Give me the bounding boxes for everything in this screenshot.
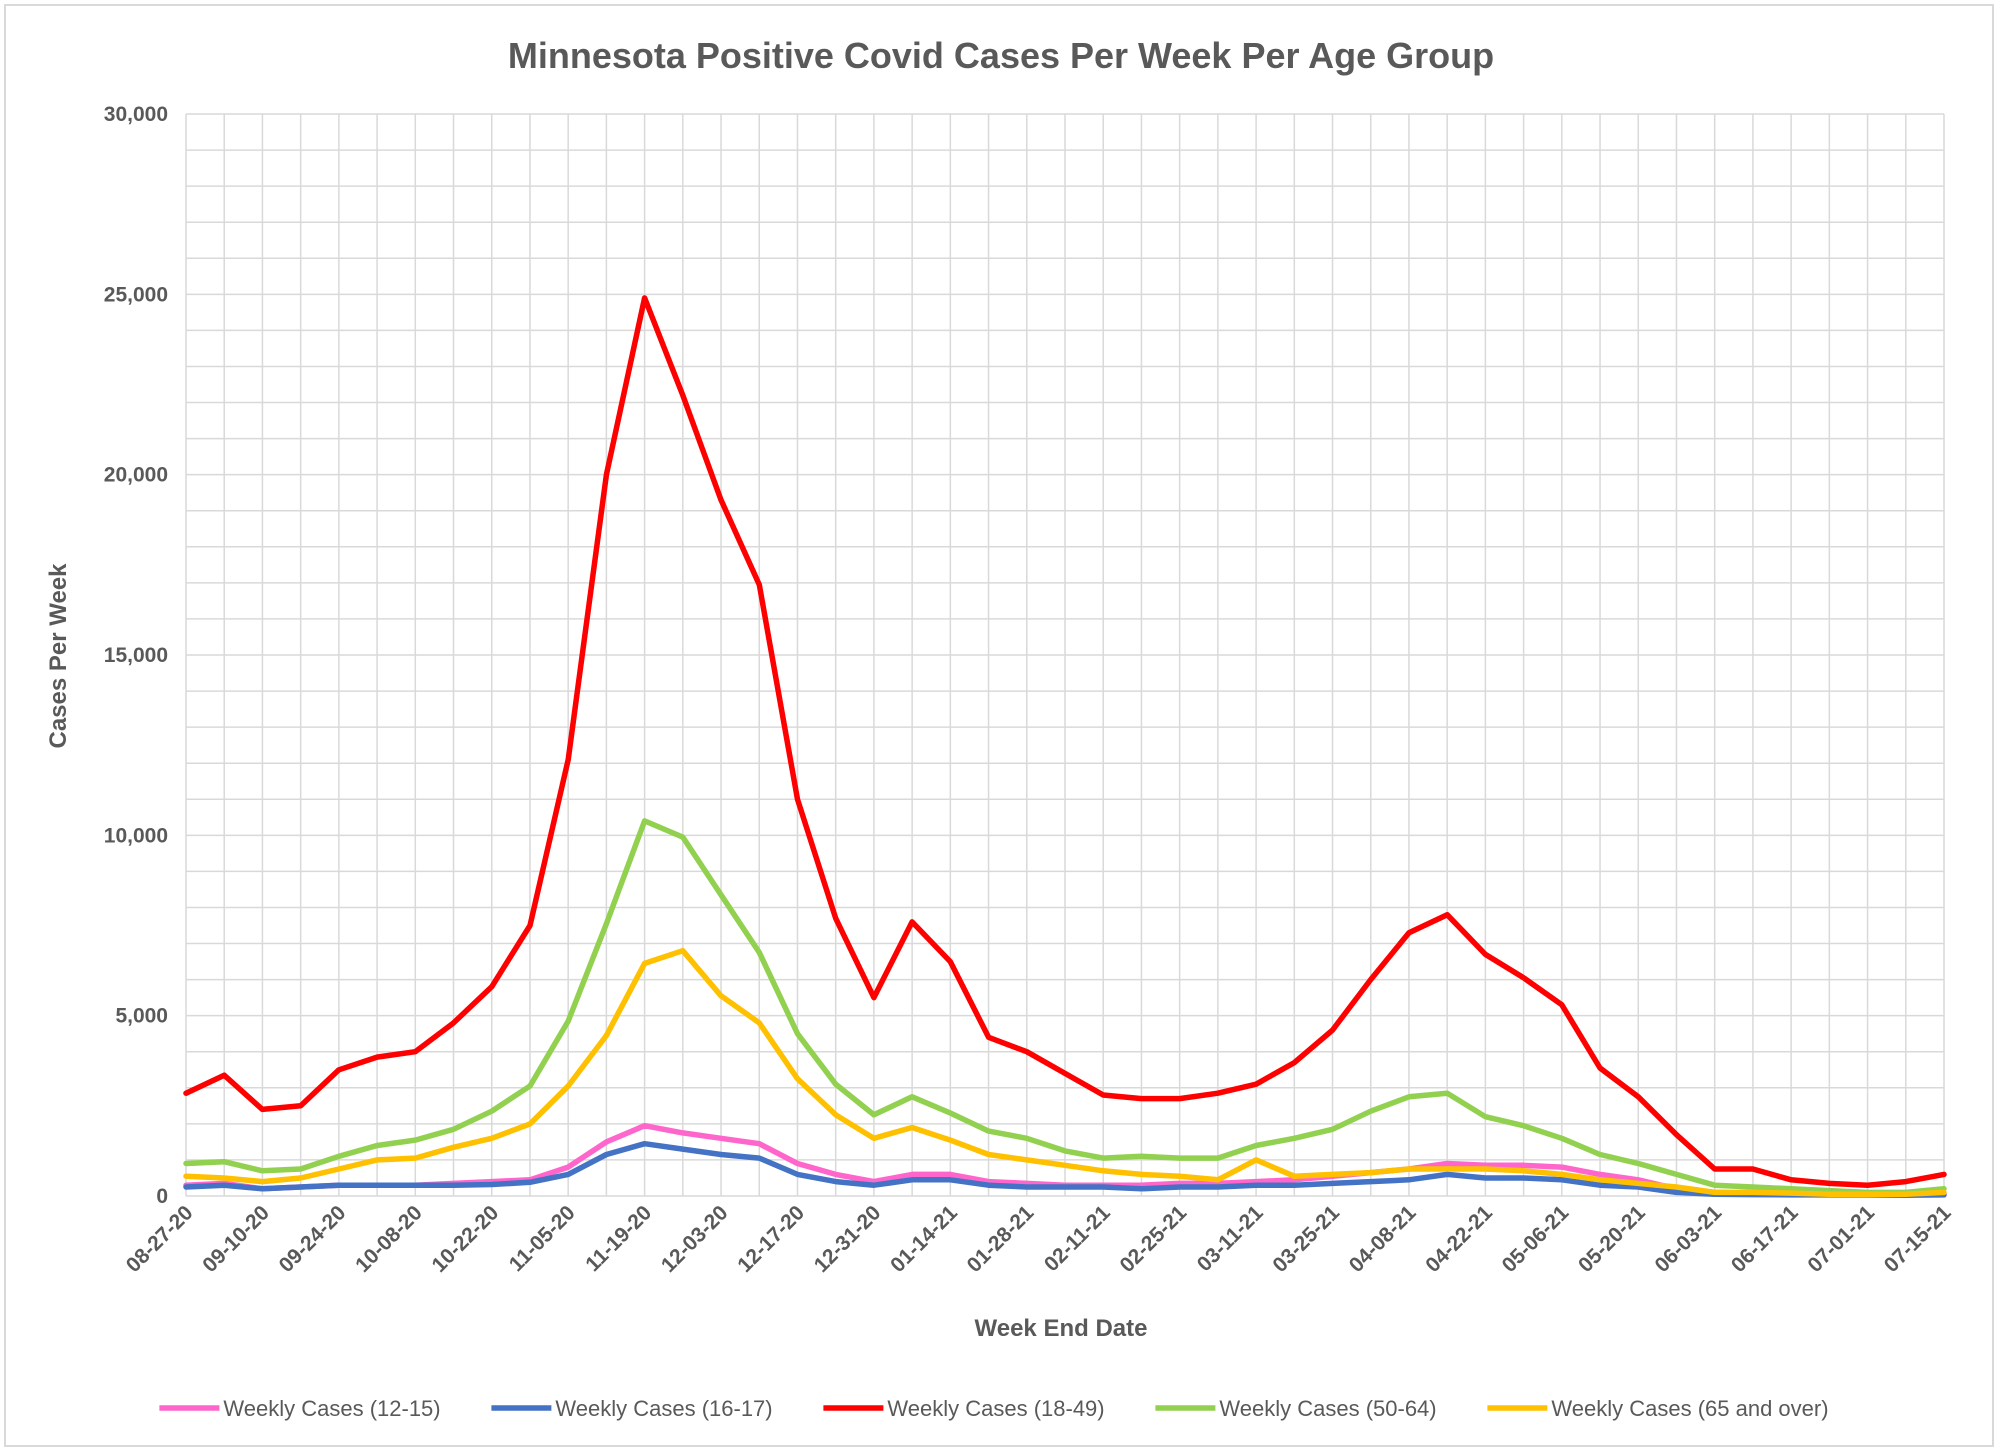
x-tick-label: 05-20-21 <box>1574 1201 1650 1277</box>
x-tick-label: 05-06-21 <box>1498 1201 1574 1277</box>
x-tick-label: 01-14-21 <box>886 1201 962 1277</box>
chart-frame: Minnesota Positive Covid Cases Per Week … <box>4 4 1994 1447</box>
legend-label: Weekly Cases (16-17) <box>555 1396 772 1421</box>
x-tick-label: 02-25-21 <box>1115 1201 1191 1277</box>
x-tick-label: 06-03-21 <box>1651 1201 1727 1277</box>
legend-entry: Weekly Cases (65 and over) <box>1487 1396 1829 1421</box>
y-axis-title: Cases Per Week <box>45 563 72 749</box>
legend: Weekly Cases (12-15) Weekly Cases (16-17)… <box>159 1396 1829 1421</box>
y-axis-ticks: 0 5,000 10,000 15,000 20,000 25,000 30,000 <box>104 103 168 1208</box>
legend-label: Weekly Cases (50-64) <box>1219 1396 1436 1421</box>
x-tick-label: 10-22-20 <box>428 1201 504 1277</box>
y-tick-label: 20,000 <box>104 464 168 487</box>
x-tick-label: 11-05-20 <box>505 1201 580 1276</box>
x-tick-label: 04-22-21 <box>1421 1201 1497 1277</box>
y-tick-label: 30,000 <box>104 103 168 126</box>
y-tick-label: 0 <box>156 1185 168 1208</box>
x-tick-label: 09-10-20 <box>198 1201 274 1277</box>
y-tick-label: 5,000 <box>115 1005 168 1028</box>
legend-entry: Weekly Cases (18-49) <box>823 1396 1105 1421</box>
y-tick-label: 10,000 <box>104 824 168 847</box>
legend-label: Weekly Cases (18-49) <box>887 1396 1104 1421</box>
chart-title: Minnesota Positive Covid Cases Per Week … <box>508 35 1494 76</box>
x-tick-label: 06-17-21 <box>1727 1201 1803 1277</box>
x-tick-label: 09-24-20 <box>275 1201 351 1277</box>
legend-entry: Weekly Cases (50-64) <box>1155 1396 1437 1421</box>
x-axis-title: Week End Date <box>975 1315 1148 1342</box>
x-tick-label: 12-03-20 <box>657 1201 733 1277</box>
series-line <box>183 1140 1947 1199</box>
x-tick-label: 07-15-21 <box>1880 1201 1956 1277</box>
series-line <box>183 295 1947 1188</box>
x-tick-label: 02-11-21 <box>1040 1201 1115 1276</box>
legend-label: Weekly Cases (12-15) <box>223 1396 440 1421</box>
x-tick-label: 12-31-20 <box>810 1201 886 1277</box>
x-tick-label: 03-11-21 <box>1193 1201 1268 1276</box>
legend-entry: Weekly Cases (12-15) <box>159 1396 441 1421</box>
series-line <box>183 818 1947 1196</box>
grid-layer <box>185 113 1945 1197</box>
x-tick-label: 12-17-20 <box>733 1201 809 1277</box>
x-axis-ticks: 08-27-20 09-10-20 09-24-20 10-08-20 10-22-20… <box>122 1201 1956 1277</box>
x-tick-label: 04-08-21 <box>1345 1201 1421 1277</box>
x-tick-label: 11-19-20 <box>581 1201 656 1276</box>
x-tick-label: 08-27-20 <box>122 1201 198 1277</box>
line-chart: Minnesota Positive Covid Cases Per Week … <box>45 35 1956 1421</box>
legend-entry: Weekly Cases (16-17) <box>491 1396 773 1421</box>
x-tick-label: 01-28-21 <box>963 1201 1039 1277</box>
legend-label: Weekly Cases (65 and over) <box>1551 1396 1828 1421</box>
x-tick-label: 10-08-20 <box>351 1201 427 1277</box>
y-tick-label: 25,000 <box>104 283 168 306</box>
x-tick-label: 07-01-21 <box>1803 1201 1879 1277</box>
y-tick-label: 15,000 <box>104 644 168 667</box>
x-tick-label: 03-25-21 <box>1268 1201 1344 1277</box>
series-line <box>183 947 1947 1197</box>
series-layer <box>183 295 1947 1199</box>
